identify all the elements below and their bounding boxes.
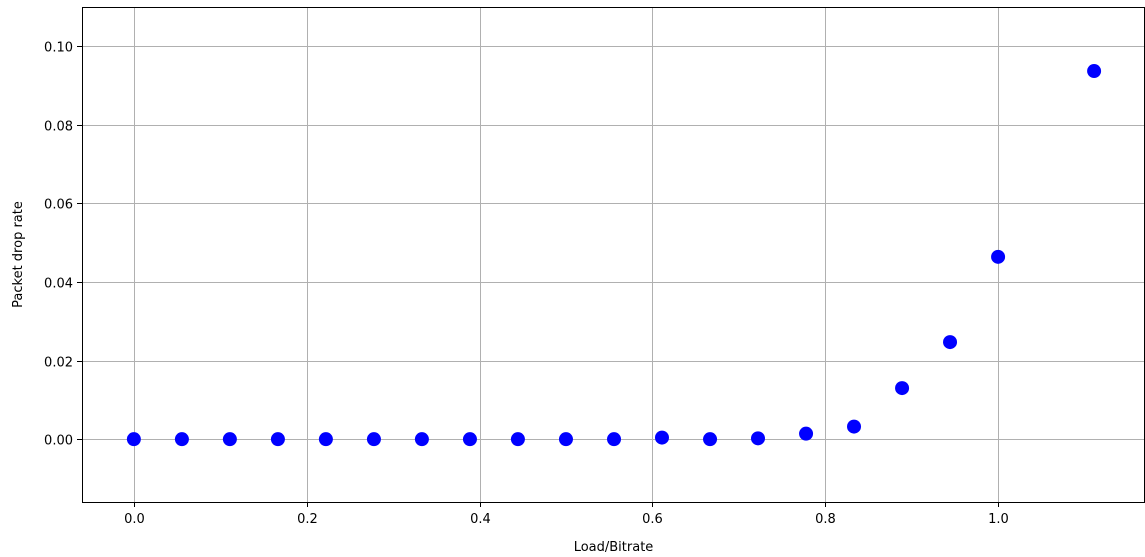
data-point (366, 432, 381, 447)
data-point (318, 432, 333, 447)
y-axis-label: Packet drop rate (11, 201, 26, 308)
data-point (174, 432, 189, 447)
data-point (895, 381, 910, 396)
y-tick-label: 0.08 (44, 120, 73, 135)
data-point (462, 432, 477, 447)
x-tick-label: 0.2 (297, 512, 318, 527)
x-tick-label: 0.4 (470, 512, 491, 527)
x-tick-label: 0.6 (642, 512, 663, 527)
plot-frame (82, 7, 1145, 503)
data-point (703, 432, 718, 447)
data-point (654, 430, 669, 445)
data-point (558, 432, 573, 447)
data-point (847, 419, 862, 434)
x-tick-label: 1.0 (988, 512, 1009, 527)
x-axis-label: Load/Bitrate (574, 540, 654, 555)
y-tick-label: 0.06 (44, 198, 73, 213)
data-point (126, 432, 141, 447)
data-point (799, 426, 814, 441)
data-point (607, 432, 622, 447)
y-tick-label: 0.04 (44, 277, 73, 292)
data-point (510, 432, 525, 447)
data-point (991, 249, 1006, 264)
data-points (126, 64, 1102, 447)
data-point (270, 432, 285, 447)
data-point (414, 432, 429, 447)
y-tick-label: 0.10 (44, 41, 73, 56)
data-point (222, 432, 237, 447)
x-axis-ticks: 0.0 0.2 0.4 0.6 0.8 1.0 (124, 502, 1009, 527)
data-point (750, 431, 765, 446)
data-point (1087, 64, 1102, 79)
x-tick-label: 0.0 (124, 512, 145, 527)
x-tick-label: 0.8 (815, 512, 836, 527)
y-tick-label: 0.02 (44, 356, 73, 371)
y-axis-ticks: 0.00 0.02 0.04 0.06 0.08 0.10 (44, 41, 82, 449)
grid-lines (82, 7, 1145, 502)
data-point (943, 335, 958, 350)
y-tick-label: 0.00 (44, 434, 73, 449)
